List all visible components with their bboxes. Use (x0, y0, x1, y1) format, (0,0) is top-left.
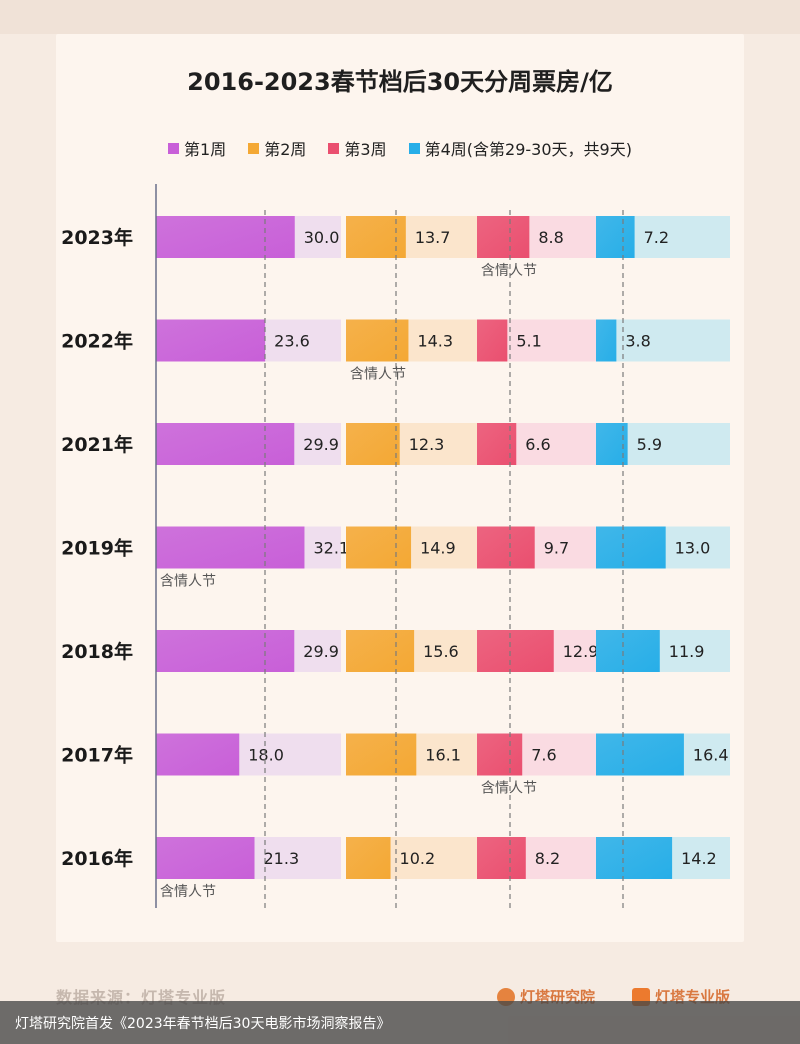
value-label: 23.6 (274, 332, 310, 351)
bar-week2 (346, 526, 412, 569)
value-label: 29.9 (303, 435, 339, 454)
legend-item-week2: 第2周 (248, 136, 306, 160)
bar-week1 (156, 526, 305, 569)
bar-track (596, 319, 730, 362)
value-label: 8.2 (535, 849, 560, 868)
value-label: 7.6 (531, 746, 556, 765)
bar-chart: 2023年 30.0 13.7 8.8 7.2 2022年 23.6 14.3 5.1 3.8 20… (61, 184, 730, 908)
value-label: 7.2 (644, 228, 669, 247)
legend-swatch-week1 (168, 142, 180, 154)
caption-bar: 灯塔研究院首发《2023年春节档后30天电影市场洞察报告》 (0, 1001, 800, 1044)
category-label: 2018年 (61, 640, 133, 663)
bar-week2 (346, 319, 409, 362)
category-label: 2023年 (61, 226, 133, 249)
value-label: 16.4 (693, 746, 729, 765)
value-label: 12.9 (563, 642, 599, 661)
bar-week2 (346, 733, 417, 776)
bar-week4 (596, 837, 673, 879)
value-label: 16.1 (425, 746, 461, 765)
value-label: 6.6 (525, 435, 550, 454)
legend-label-week1: 第1周 (184, 140, 227, 159)
bar-week4 (596, 630, 660, 672)
value-label: 5.9 (637, 435, 662, 454)
bar-week3 (477, 216, 530, 258)
annotation-label: 含情人节 (481, 263, 537, 279)
value-label: 14.2 (681, 849, 717, 868)
legend-swatch-week3 (328, 142, 340, 154)
category-label: 2021年 (61, 433, 133, 456)
top-background (0, 0, 800, 34)
category-label: 2016年 (61, 847, 133, 870)
bar-week1 (156, 423, 295, 465)
value-label: 30.0 (304, 228, 340, 247)
category-label: 2022年 (61, 330, 133, 353)
category-label: 2019年 (61, 537, 133, 560)
category-label: 2017年 (61, 744, 133, 767)
bar-week4 (596, 216, 635, 258)
bar-week1 (156, 216, 295, 258)
legend-swatch-week4 (408, 142, 420, 154)
bar-week4 (596, 319, 617, 362)
value-label: 15.6 (423, 642, 459, 661)
value-label: 14.3 (417, 332, 453, 351)
value-label: 12.3 (409, 435, 445, 454)
bar-week3 (477, 526, 535, 569)
value-label: 18.0 (248, 746, 284, 765)
value-label: 14.9 (420, 539, 456, 558)
value-label: 8.8 (538, 228, 563, 247)
value-label: 21.3 (264, 849, 300, 868)
bar-week3 (477, 630, 554, 672)
legend-label-week3: 第3周 (344, 140, 387, 159)
legend-swatch-week2 (248, 142, 260, 154)
bar-week1 (156, 319, 266, 362)
annotation-label: 含情人节 (481, 781, 537, 797)
value-label: 13.0 (675, 539, 711, 558)
annotation-label: 含情人节 (160, 574, 216, 590)
caption-text: 灯塔研究院首发《2023年春节档后30天电影市场洞察报告》 (15, 1016, 391, 1032)
bar-week2 (346, 423, 400, 465)
chart-card (56, 34, 744, 942)
value-label: 5.1 (516, 332, 541, 351)
legend-item-week3: 第3周 (328, 136, 387, 160)
bar-week4 (596, 733, 684, 776)
legend-label-week4: 第4周(含第29-30天，共9天) (424, 140, 632, 159)
chart-title: 2016-2023春节档后30天分周票房/亿 (187, 68, 613, 96)
bar-week1 (156, 733, 240, 776)
bar-week3 (477, 837, 526, 879)
legend: 第1周 第2周 第3周 第4周(含第29-30天，共9天) (56, 136, 744, 160)
legend-item-week1: 第1周 (168, 136, 226, 160)
value-label: 3.8 (625, 332, 650, 351)
bar-week2 (346, 837, 391, 879)
value-label: 29.9 (303, 642, 339, 661)
value-label: 11.9 (669, 642, 705, 661)
value-label: 13.7 (415, 228, 451, 247)
bar-week3 (477, 733, 523, 776)
bar-week2 (346, 630, 415, 672)
annotation-label: 含情人节 (160, 884, 216, 900)
value-label: 32.1 (313, 539, 349, 558)
value-label: 10.2 (400, 849, 436, 868)
bar-week1 (156, 837, 255, 879)
bar-week2 (346, 216, 406, 258)
bar-week4 (596, 526, 666, 569)
annotation-label: 含情人节 (350, 367, 406, 383)
bar-week1 (156, 630, 295, 672)
legend-item-week4: 第4周(含第29-30天，共9天) (408, 136, 632, 160)
legend-label-week2: 第2周 (264, 140, 307, 159)
bar-week3 (477, 319, 508, 362)
bar-week4 (596, 423, 628, 465)
value-label: 9.7 (544, 539, 569, 558)
